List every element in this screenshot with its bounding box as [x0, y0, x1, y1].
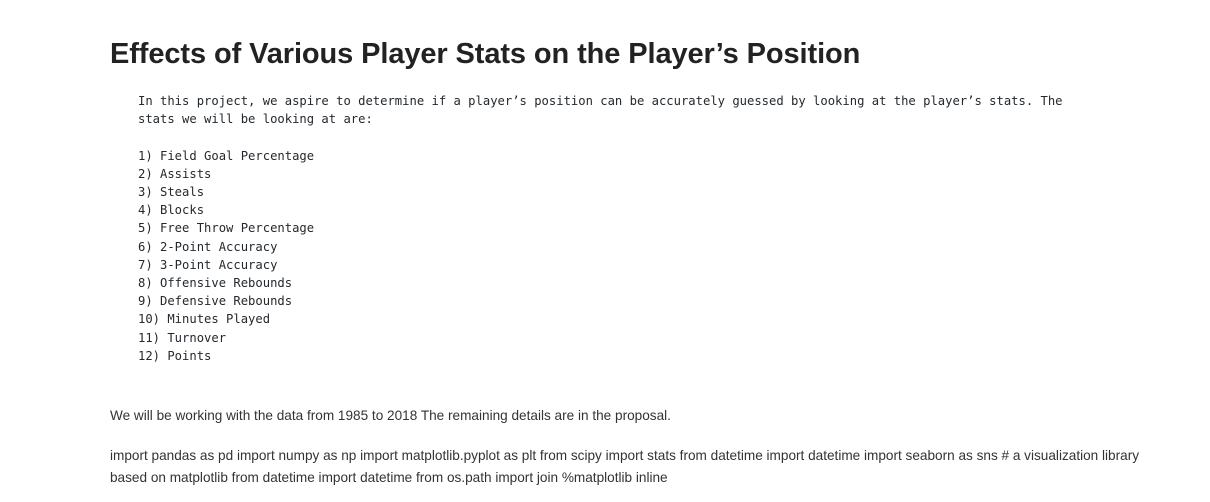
page-title: Effects of Various Player Stats on the P… — [110, 38, 861, 70]
list-item: 3) Steals — [138, 185, 205, 199]
list-item: 7) 3-Point Accuracy — [138, 257, 278, 272]
stats-list: 1) Field Goal Percentage 2) Assists 3) S… — [138, 147, 1138, 365]
data-range-paragraph: We will be working with the data from 19… — [110, 408, 671, 423]
intro-line-1: In this project, we aspire to determine … — [138, 94, 1063, 108]
blank-line — [138, 128, 1138, 146]
list-item: 9) Defensive Rebounds — [138, 294, 293, 309]
imports-paragraph: import pandas as pd import numpy as np i… — [110, 448, 1140, 485]
list-item: 10) Minutes Played — [138, 312, 271, 327]
list-item: 12) Points — [138, 348, 212, 363]
list-item: 8) Offensive Rebounds — [138, 276, 293, 291]
list-item: 4) Blocks — [138, 203, 205, 218]
list-item: 2) Assists — [138, 166, 212, 181]
intro-line-2: stats we will be looking at are: — [138, 112, 373, 127]
project-description-block: In this project, we aspire to determine … — [138, 92, 1138, 365]
list-item: 6) 2-Point Accuracy — [138, 239, 278, 254]
list-item: 5) Free Throw Percentage — [138, 221, 315, 236]
list-item: 11) Turnover — [138, 330, 227, 345]
list-item: 1) Field Goal Percentage — [138, 148, 315, 163]
